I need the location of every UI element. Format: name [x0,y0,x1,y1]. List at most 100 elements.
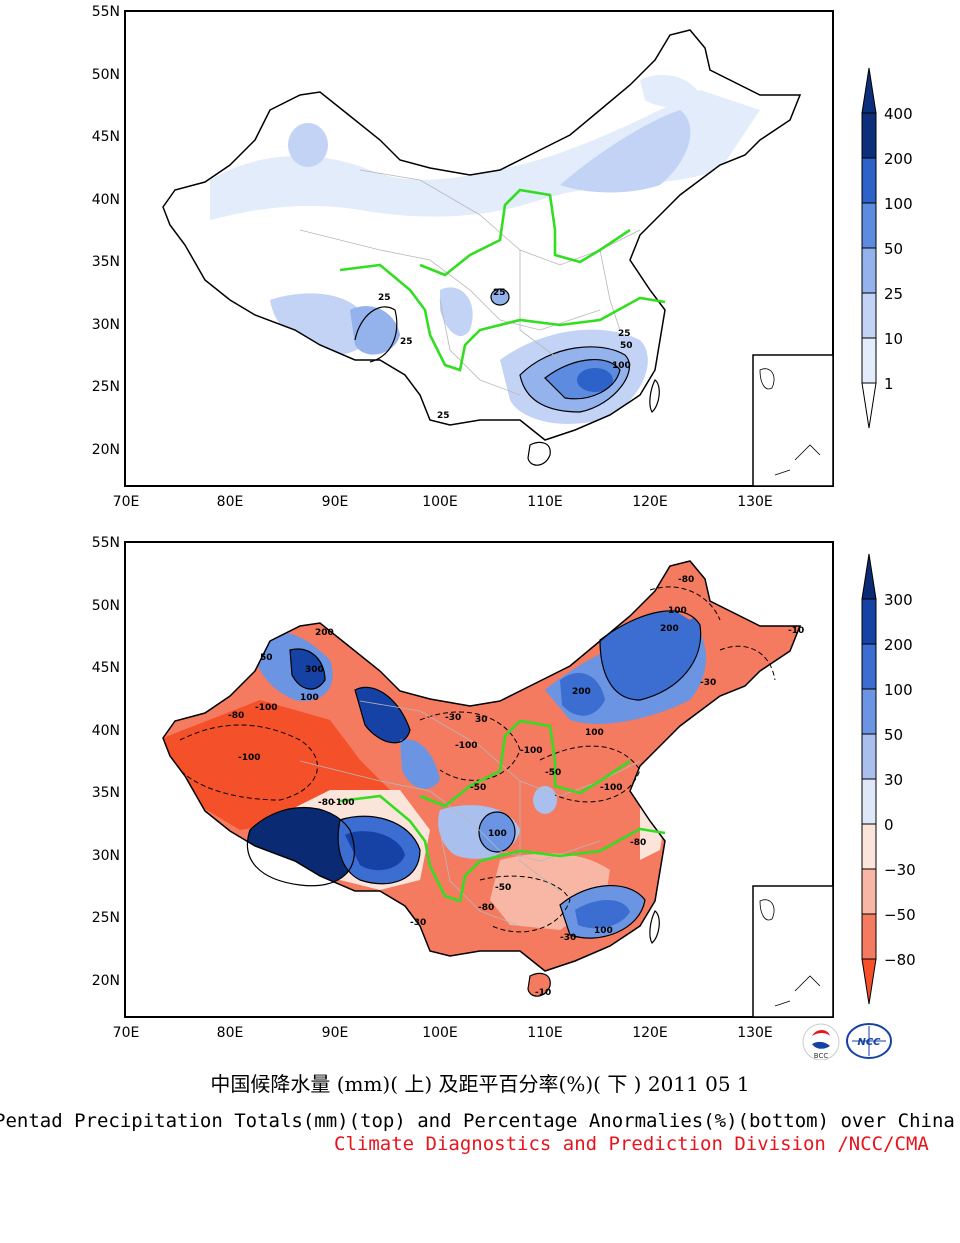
inset-south-china-sea [752,885,834,1018]
svg-text:100: 100 [612,361,631,371]
caption-chinese: 中国候降水量 (mm)( 上) 及距平百分率(%)( 下 ) 2011 05 1 [210,1072,750,1096]
negative-contours [179,586,776,933]
china-boundary [162,560,802,972]
svg-text:130E: 130E [737,1025,773,1041]
svg-text:-100: -100 [238,753,261,763]
svg-text:200: 200 [884,150,913,168]
lat-axis: 55N 50N 45N 40N 35N 30N 25N 20N [92,535,120,989]
svg-text:100: 100 [594,926,613,936]
lon-axis: 70E 80E 90E 100E 110E 120E 130E [113,494,773,510]
svg-text:45N: 45N [92,129,120,145]
svg-text:50N: 50N [92,67,120,83]
svg-text:-50: -50 [495,883,511,893]
svg-text:35N: 35N [92,785,120,801]
precipitation-totals-map: 25 25 25 25 25 50 100 55N 50N 45N 40N 35… [92,4,913,510]
caption-credit: Climate Diagnostics and Prediction Divis… [334,1133,929,1155]
rivers [339,188,666,372]
svg-text:-80: -80 [478,903,494,913]
svg-text:50: 50 [260,653,273,663]
svg-text:-80: -80 [318,798,334,808]
svg-text:90E: 90E [322,494,349,510]
inset-south-china-sea [752,354,834,487]
svg-text:25: 25 [400,337,413,347]
anomaly-contour-labels: 300 200 100 50 -80 -100 -100 -80 -100 -3… [228,575,804,998]
svg-text:-100: -100 [520,746,543,756]
svg-text:400: 400 [884,105,913,123]
svg-text:30: 30 [475,715,488,725]
svg-text:BCC: BCC [814,1052,829,1060]
svg-text:120E: 120E [632,494,668,510]
caption-english: Pentad Precipitation Totals(mm)(top) and… [0,1110,955,1132]
svg-text:100E: 100E [422,494,458,510]
svg-text:300: 300 [884,591,913,609]
svg-text:-100: -100 [332,798,355,808]
svg-text:55N: 55N [92,4,120,20]
svg-text:100E: 100E [422,1025,458,1041]
precipitation-anomaly-map: 300 200 100 50 -80 -100 -100 -80 -100 -3… [92,535,916,1060]
svg-text:-100: -100 [255,703,278,713]
svg-text:-50: -50 [470,783,486,793]
svg-text:100: 100 [488,829,507,839]
svg-text:−50: −50 [884,906,916,924]
svg-text:200: 200 [572,687,591,697]
svg-text:-10: -10 [535,988,551,998]
svg-text:90E: 90E [322,1025,349,1041]
lat-axis: 55N 50N 45N 40N 35N 30N 25N 20N [92,4,120,458]
precip-colorbar: 400 200 100 50 25 10 1 [861,67,913,429]
precip-contours [354,288,631,413]
svg-text:−80: −80 [884,951,916,969]
svg-text:50: 50 [620,341,633,351]
svg-text:0: 0 [884,816,894,834]
svg-text:-10: -10 [788,626,804,636]
svg-text:100: 100 [884,681,913,699]
yangtze-river [339,794,666,903]
bcc-logo: BCC [802,1023,840,1060]
svg-text:40N: 40N [92,723,120,739]
svg-text:50: 50 [884,240,903,258]
svg-text:-100: -100 [455,741,478,751]
svg-text:200: 200 [884,636,913,654]
svg-text:25: 25 [378,293,391,303]
ncc-logo: NCC [846,1023,892,1059]
svg-text:35N: 35N [92,254,120,270]
svg-text:110E: 110E [527,494,563,510]
hainan-island [527,441,551,466]
lon-axis: 70E 80E 90E 100E 110E 120E 130E [113,1025,773,1041]
yangtze-river [339,263,666,372]
svg-text:-50: -50 [545,768,561,778]
svg-text:25N: 25N [92,379,120,395]
svg-text:200: 200 [660,624,679,634]
svg-text:-30: -30 [700,678,716,688]
anomaly-contours [246,610,702,939]
svg-text:25N: 25N [92,910,120,926]
svg-text:-30: -30 [445,713,461,723]
svg-text:30: 30 [884,771,903,789]
svg-text:50: 50 [884,726,903,744]
svg-text:130E: 130E [737,494,773,510]
svg-text:−30: −30 [884,861,916,879]
svg-text:-80: -80 [678,575,694,585]
svg-text:25: 25 [493,288,506,298]
svg-text:25: 25 [618,329,631,339]
svg-text:70E: 70E [113,1025,140,1041]
svg-text:50N: 50N [92,598,120,614]
svg-text:20N: 20N [92,973,120,989]
svg-text:25: 25 [437,411,450,421]
svg-text:-100: -100 [600,783,623,793]
china-boundary [162,29,802,441]
svg-text:300: 300 [305,665,324,675]
svg-text:-30: -30 [560,933,576,943]
svg-text:30N: 30N [92,317,120,333]
svg-text:55N: 55N [92,535,120,551]
yellow-river [419,188,631,277]
svg-text:80E: 80E [217,494,244,510]
precip-contour-labels: 25 25 25 25 25 50 100 [378,288,633,421]
svg-text:80E: 80E [217,1025,244,1041]
svg-text:100: 100 [884,195,913,213]
rivers [339,719,666,903]
svg-text:1: 1 [884,375,894,393]
svg-text:25: 25 [884,285,903,303]
svg-text:40N: 40N [92,192,120,208]
svg-text:100: 100 [668,606,687,616]
svg-text:20N: 20N [92,442,120,458]
